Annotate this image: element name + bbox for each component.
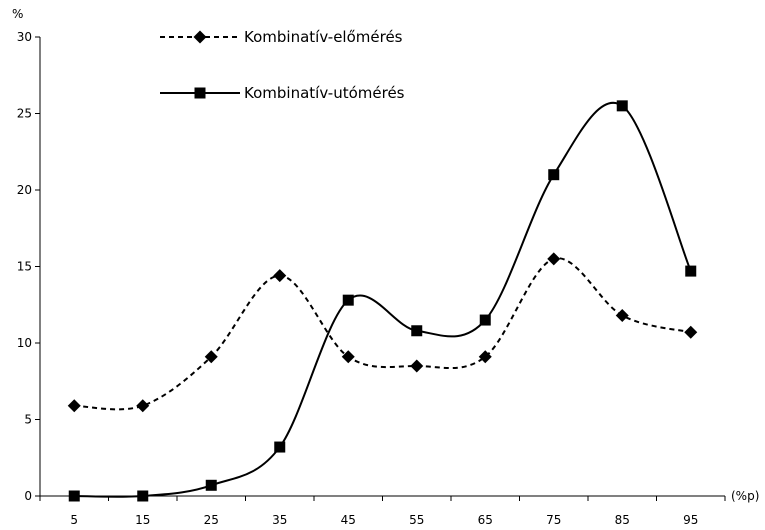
- data-point-diamond: [136, 399, 150, 413]
- data-point-square: [616, 100, 628, 112]
- y-tick-label: 30: [17, 30, 32, 44]
- data-point-diamond: [204, 350, 218, 364]
- x-tick-label: 5: [70, 513, 78, 527]
- data-point-square: [68, 490, 80, 502]
- x-tick-label: 45: [341, 513, 356, 527]
- legend-entry: Kombinatív-előmérés: [160, 28, 403, 46]
- data-point-diamond: [547, 252, 561, 266]
- chart-series: [67, 100, 698, 502]
- y-tick-label: 25: [17, 107, 32, 121]
- data-point-diamond: [615, 308, 629, 322]
- series-line: [74, 257, 691, 411]
- series-post-test: [68, 100, 697, 502]
- data-point-diamond: [67, 399, 81, 413]
- legend-marker: [193, 30, 207, 44]
- series-line: [74, 101, 692, 498]
- x-tick-label: 55: [409, 513, 424, 527]
- x-tick-label: 75: [546, 513, 561, 527]
- y-tick-label: 20: [17, 183, 32, 197]
- data-point-square: [274, 441, 286, 453]
- legend-label: Kombinatív-utómérés: [244, 84, 405, 102]
- y-tick-label: 0: [24, 489, 32, 503]
- legend-label: Kombinatív-előmérés: [244, 28, 403, 46]
- x-tick-label: 95: [683, 513, 698, 527]
- data-point-diamond: [341, 350, 355, 364]
- data-point-diamond: [684, 325, 698, 339]
- data-point-square: [548, 169, 560, 181]
- legend-marker: [194, 87, 206, 99]
- data-point-square: [137, 490, 149, 502]
- legend-entry: Kombinatív-utómérés: [160, 84, 405, 102]
- x-tick-label: 35: [272, 513, 287, 527]
- y-tick-label: 15: [17, 260, 32, 274]
- data-point-diamond: [478, 350, 492, 364]
- data-point-square: [479, 314, 491, 326]
- x-tick-label: 15: [135, 513, 150, 527]
- data-point-square: [342, 294, 354, 306]
- x-tick-label: 65: [478, 513, 493, 527]
- data-point-square: [685, 265, 697, 277]
- y-tick-label: 10: [17, 336, 32, 350]
- data-point-square: [205, 479, 217, 491]
- y-axis-label: %: [12, 7, 23, 21]
- data-point-square: [411, 325, 423, 337]
- y-tick-label: 5: [24, 413, 32, 427]
- series-pre-test: [67, 252, 698, 413]
- data-point-diamond: [273, 269, 287, 283]
- chart-legend: Kombinatív-előmérés Kombinatív-utómérés: [160, 28, 405, 102]
- x-axis-label: (%p): [731, 489, 759, 503]
- x-tick-label: 85: [615, 513, 630, 527]
- chart-axes: 0 5 10 15 20 25 30 5 15 25 35 45 55 65 75 85 95% (%p): [12, 7, 759, 527]
- data-point-diamond: [410, 359, 424, 373]
- x-tick-label: 25: [204, 513, 219, 527]
